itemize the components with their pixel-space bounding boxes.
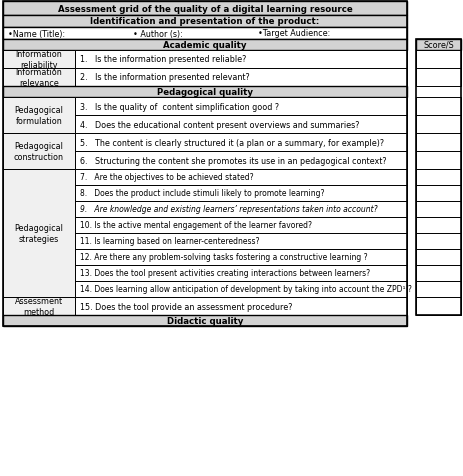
Bar — [75, 116, 406, 134]
Bar — [415, 152, 460, 169]
Bar — [75, 266, 406, 281]
Text: 7.   Are the objectives to be achieved stated?: 7. Are the objectives to be achieved sta… — [80, 173, 253, 182]
Bar — [75, 218, 406, 234]
Text: •Name (Title):: •Name (Title): — [8, 30, 65, 39]
Text: • Author (s):: • Author (s): — [133, 30, 182, 39]
Text: Pedagogical quality: Pedagogical quality — [156, 88, 252, 97]
Bar — [75, 69, 406, 87]
Bar — [75, 201, 406, 218]
Text: 15. Does the tool provide an assessment procedure?: 15. Does the tool provide an assessment … — [80, 302, 292, 311]
Text: Assessment
method: Assessment method — [15, 297, 63, 316]
Text: Pedagogical
strategies: Pedagogical strategies — [14, 224, 63, 243]
Bar — [3, 28, 406, 40]
Bar — [415, 40, 460, 51]
Bar — [75, 98, 406, 116]
Text: 8.   Does the product include stimuli likely to promote learning?: 8. Does the product include stimuli like… — [80, 189, 324, 198]
Text: •Target Audience:: •Target Audience: — [257, 30, 330, 39]
Bar — [3, 69, 75, 87]
Bar — [415, 134, 460, 152]
Bar — [75, 51, 406, 69]
Text: Pedagogical
construction: Pedagogical construction — [14, 142, 64, 161]
Text: Information
relevance: Information relevance — [16, 68, 62, 88]
Text: 11. Is learning based on learner-centeredness?: 11. Is learning based on learner-centere… — [80, 237, 259, 246]
Bar — [3, 134, 75, 169]
Text: Pedagogical
formulation: Pedagogical formulation — [14, 106, 63, 126]
Bar — [75, 281, 406, 298]
Text: Identification and presentation of the product:: Identification and presentation of the p… — [90, 18, 319, 27]
Bar — [3, 2, 406, 327]
Text: 12. Are there any problem-solving tasks fostering a constructive learning ?: 12. Are there any problem-solving tasks … — [80, 253, 367, 262]
Bar — [3, 169, 75, 298]
Bar — [415, 98, 460, 116]
Bar — [3, 315, 406, 327]
Text: Information
reliability: Information reliability — [16, 50, 62, 69]
Bar — [415, 281, 460, 298]
Bar — [75, 152, 406, 169]
Text: 9.   Are knowledge and existing learners’ representations taken into account?: 9. Are knowledge and existing learners’ … — [80, 205, 377, 214]
Bar — [415, 186, 460, 201]
Text: 1.   Is the information presented reliable?: 1. Is the information presented reliable… — [80, 55, 246, 64]
Bar — [415, 201, 460, 218]
Bar — [415, 234, 460, 249]
Bar — [3, 298, 75, 315]
Text: 14. Does learning allow anticipation of development by taking into account the Z: 14. Does learning allow anticipation of … — [80, 285, 411, 294]
Text: Score/S: Score/S — [422, 41, 453, 50]
Bar — [75, 134, 406, 152]
Text: Didactic quality: Didactic quality — [167, 317, 243, 325]
Text: Assessment grid of the quality of a digital learning resource: Assessment grid of the quality of a digi… — [57, 4, 351, 13]
Text: 5.   The content is clearly structured it (a plan or a summary, for example)?: 5. The content is clearly structured it … — [80, 138, 383, 147]
Text: 3.   Is the quality of  content simplification good ?: 3. Is the quality of content simplificat… — [80, 102, 279, 111]
Bar — [415, 169, 460, 186]
Text: 4.   Does the educational content present overviews and summaries?: 4. Does the educational content present … — [80, 120, 359, 129]
Bar — [415, 116, 460, 134]
Bar — [415, 51, 460, 69]
Bar — [3, 51, 75, 69]
Text: 13. Does the tool present activities creating interactions between learners?: 13. Does the tool present activities cre… — [80, 269, 369, 278]
Bar — [75, 298, 406, 315]
Bar — [3, 98, 75, 134]
Bar — [75, 169, 406, 186]
Bar — [3, 40, 406, 51]
Bar — [3, 87, 406, 98]
Bar — [415, 266, 460, 281]
Bar — [75, 186, 406, 201]
Text: 2.   Is the information presented relevant?: 2. Is the information presented relevant… — [80, 73, 249, 82]
Bar — [415, 249, 460, 266]
Text: 10. Is the active mental engagement of the learner favored?: 10. Is the active mental engagement of t… — [80, 221, 311, 230]
Bar — [415, 298, 460, 315]
Bar — [75, 234, 406, 249]
Bar — [415, 40, 460, 315]
Text: Academic quality: Academic quality — [163, 41, 246, 50]
Bar — [3, 16, 406, 28]
Bar — [415, 218, 460, 234]
Bar — [75, 249, 406, 266]
Bar — [3, 2, 406, 16]
Text: 6.   Structuring the content she promotes its use in an pedagogical context?: 6. Structuring the content she promotes … — [80, 156, 386, 165]
Bar — [415, 69, 460, 87]
